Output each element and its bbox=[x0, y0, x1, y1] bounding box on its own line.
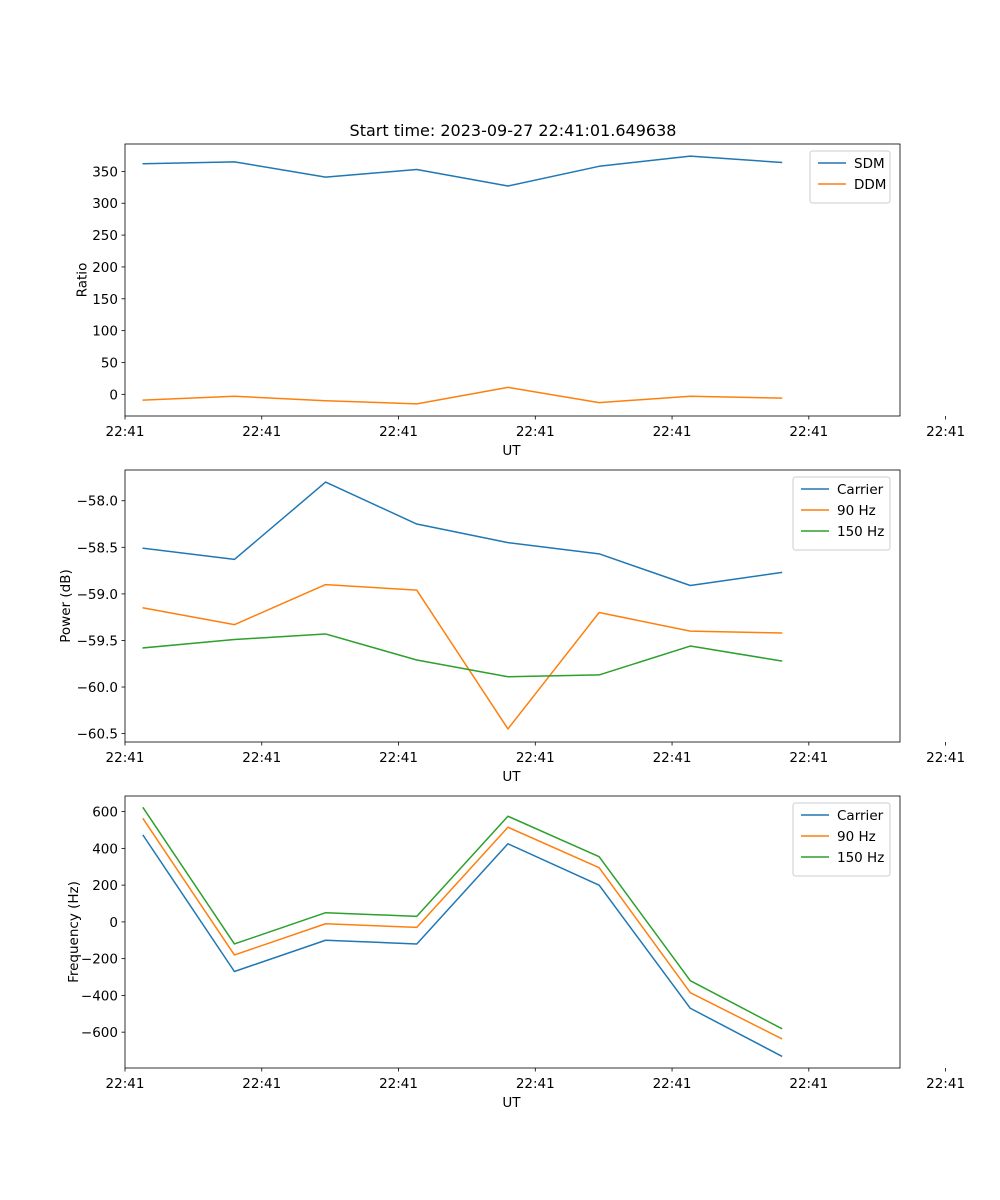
ratio-legend: SDM DDM bbox=[809, 150, 891, 204]
frequency-axes-frame bbox=[124, 795, 901, 1069]
power-series-line-carrier bbox=[142, 481, 783, 587]
frequency-x-tick-label: 22:41 bbox=[516, 1076, 555, 1092]
power-y-tick-label: −60.0 bbox=[77, 680, 118, 696]
power-y-tick-label: −59.5 bbox=[77, 633, 118, 649]
ratio-y-tick-label: 0 bbox=[109, 387, 118, 403]
frequency-legend-label: Carrier bbox=[837, 808, 884, 824]
ratio-x-tick-label: 22:41 bbox=[789, 424, 828, 440]
power-series-line-150-hz bbox=[142, 633, 783, 678]
frequency-x-tick-label: 22:41 bbox=[789, 1076, 828, 1092]
power-x-tick-label: 22:41 bbox=[516, 750, 555, 766]
power-legend-label: 90 Hz bbox=[837, 503, 876, 519]
ratio-series-line-ddm bbox=[142, 386, 783, 405]
power-y-axis-label: Power (dB) bbox=[58, 569, 74, 642]
frequency-x-axis-label: UT bbox=[502, 1095, 521, 1111]
ratio-axes-frame bbox=[124, 143, 901, 417]
power-panel: 22:41 22:41 22:41 22:41 22:41 22:41 22:41 −60.5… bbox=[58, 469, 965, 785]
power-x-tick-label: 22:41 bbox=[926, 750, 965, 766]
frequency-y-tick-label: −400 bbox=[81, 988, 118, 1004]
frequency-x-tick-label: 22:41 bbox=[379, 1076, 418, 1092]
power-axes-frame bbox=[124, 469, 901, 743]
frequency-series-line-90-hz bbox=[142, 817, 783, 1040]
ratio-panel: 22:41 22:41 22:41 22:41 22:41 22:41 22:41 0 50 10… bbox=[74, 143, 965, 459]
frequency-series-line-carrier bbox=[142, 834, 783, 1058]
power-legend-label: Carrier bbox=[837, 482, 884, 498]
ratio-legend-label: DDM bbox=[854, 177, 886, 193]
frequency-x-tick-label: 22:41 bbox=[653, 1076, 692, 1092]
ratio-x-axis-label: UT bbox=[502, 443, 521, 459]
power-x-tick-label: 22:41 bbox=[242, 750, 281, 766]
frequency-series-line-150-hz bbox=[142, 806, 783, 1030]
ratio-x-tick-label: 22:41 bbox=[653, 424, 692, 440]
power-x-tick-label: 22:41 bbox=[379, 750, 418, 766]
frequency-legend: Carrier 90 Hz 150 Hz bbox=[792, 802, 891, 877]
ratio-y-axis-label: Ratio bbox=[74, 263, 90, 298]
power-y-tick-label: −58.5 bbox=[77, 540, 118, 556]
ratio-x-tick-label: 22:41 bbox=[516, 424, 555, 440]
power-y-tick-label: −58.0 bbox=[77, 494, 118, 510]
ratio-y-tick-label: 50 bbox=[101, 355, 118, 371]
frequency-y-tick-label: 0 bbox=[109, 915, 118, 931]
power-x-axis-label: UT bbox=[502, 769, 521, 785]
frequency-y-axis-label: Frequency (Hz) bbox=[66, 881, 82, 983]
frequency-x-tick-label: 22:41 bbox=[242, 1076, 281, 1092]
frequency-legend-label: 90 Hz bbox=[837, 829, 876, 845]
power-legend-label: 150 Hz bbox=[837, 524, 884, 540]
ratio-series-line-sdm bbox=[142, 155, 783, 187]
ratio-y-tick-label: 350 bbox=[92, 164, 118, 180]
ratio-y-tick-label: 200 bbox=[92, 260, 118, 276]
frequency-x-tick-label: 22:41 bbox=[926, 1076, 965, 1092]
power-series-line-90-hz bbox=[142, 583, 783, 730]
frequency-y-tick-label: −200 bbox=[81, 952, 118, 968]
power-legend: Carrier 90 Hz 150 Hz bbox=[792, 476, 891, 551]
frequency-y-tick-label: 600 bbox=[92, 805, 118, 821]
frequency-legend-label: 150 Hz bbox=[837, 850, 884, 866]
ratio-y-tick-label: 150 bbox=[92, 292, 118, 308]
ratio-x-tick-label: 22:41 bbox=[379, 424, 418, 440]
frequency-x-tick-label: 22:41 bbox=[106, 1076, 145, 1092]
power-x-tick-label: 22:41 bbox=[653, 750, 692, 766]
power-x-tick-label: 22:41 bbox=[789, 750, 828, 766]
ratio-legend-label: SDM bbox=[854, 156, 885, 172]
frequency-y-tick-label: −600 bbox=[81, 1025, 118, 1041]
ratio-x-tick-label: 22:41 bbox=[106, 424, 145, 440]
frequency-y-tick-label: 200 bbox=[92, 878, 118, 894]
power-x-tick-label: 22:41 bbox=[106, 750, 145, 766]
ratio-y-tick-label: 250 bbox=[92, 228, 118, 244]
ratio-x-tick-label: 22:41 bbox=[926, 424, 965, 440]
power-y-tick-label: −60.5 bbox=[77, 727, 118, 743]
ratio-legend-box bbox=[809, 150, 891, 204]
chart-title: Start time: 2023-09-27 22:41:01.649638 bbox=[350, 121, 677, 140]
power-y-tick-label: −59.0 bbox=[77, 587, 118, 603]
ratio-y-tick-label: 100 bbox=[92, 324, 118, 340]
ratio-x-tick-label: 22:41 bbox=[242, 424, 281, 440]
frequency-panel: 22:41 22:41 22:41 22:41 22:41 22:41 22:41 −600 −… bbox=[66, 795, 965, 1111]
ratio-y-tick-label: 300 bbox=[92, 196, 118, 212]
frequency-y-tick-label: 400 bbox=[92, 841, 118, 857]
